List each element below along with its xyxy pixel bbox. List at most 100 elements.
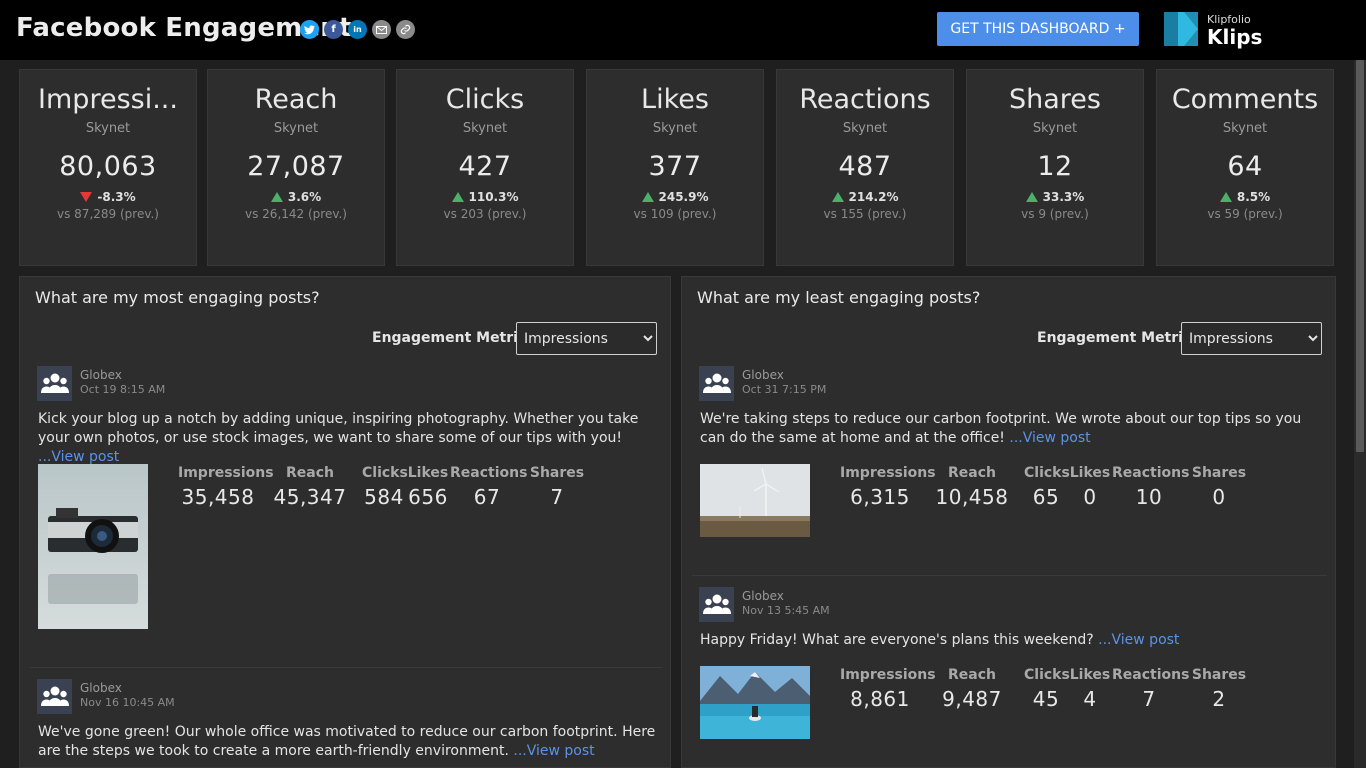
stat-label: Reactions xyxy=(1112,667,1190,683)
stat-value: 67 xyxy=(473,485,501,509)
post-stat: Reach 45,347 xyxy=(258,465,362,509)
post-author: Globex xyxy=(742,589,784,603)
group-avatar-icon xyxy=(702,373,731,393)
post-body: We're taking steps to reduce our carbon … xyxy=(700,411,1302,446)
post-stats: Impressions 6,315 Reach 10,458 Clicks 65 Likes… xyxy=(840,465,1252,509)
post-thumbnail[interactable] xyxy=(38,464,148,633)
kpi-change-value: -8.3% xyxy=(97,190,136,204)
stat-value: 0 xyxy=(1083,485,1097,509)
stat-value: 656 xyxy=(408,485,448,509)
engagement-metric-label: Engagement Metric: xyxy=(372,330,532,346)
avatar xyxy=(37,679,72,714)
post-text: We've gone green! Our whole office was m… xyxy=(38,723,658,761)
email-icon[interactable] xyxy=(372,20,391,39)
page-title: Facebook Engagement xyxy=(16,13,352,43)
stat-value: 45,347 xyxy=(273,485,347,509)
stat-value: 7 xyxy=(550,485,564,509)
kpi-previous: vs 87,289 (prev.) xyxy=(57,207,159,221)
klipfolio-logo[interactable]: Klipfolio Klips xyxy=(1164,12,1264,49)
post-body: We've gone green! Our whole office was m… xyxy=(38,724,656,759)
post-stats: Impressions 35,458 Reach 45,347 Clicks 584 Lik… xyxy=(178,465,590,509)
trend-down-icon xyxy=(80,192,93,202)
kpi-previous: vs 26,142 (prev.) xyxy=(245,207,347,221)
trend-up-icon xyxy=(1219,192,1232,202)
kpi-card: Impressi... Skynet 80,063 -8.3% vs 87,289 (p… xyxy=(19,69,197,266)
stat-value: 35,458 xyxy=(181,485,255,509)
kpi-value: 27,087 xyxy=(247,151,345,182)
header-bar: Facebook Engagement f in GET THIS DASHBO… xyxy=(0,0,1366,60)
stat-value: 45 xyxy=(1032,687,1060,711)
link-icon[interactable] xyxy=(396,20,415,39)
kpi-card: Shares Skynet 12 33.3% vs 9 (prev.) xyxy=(966,69,1144,266)
group-avatar-icon xyxy=(702,594,731,614)
kpi-value: 12 xyxy=(1037,151,1073,182)
post-author: Globex xyxy=(80,368,122,382)
logo-brand-text: Klipfolio xyxy=(1207,13,1251,26)
kpi-change-value: 8.5% xyxy=(1236,190,1271,204)
stat-label: Impressions xyxy=(178,465,274,481)
avatar xyxy=(37,366,72,401)
view-post-link[interactable]: ...View post xyxy=(1093,632,1180,648)
post-body: Kick your blog up a notch by adding uniq… xyxy=(38,411,639,446)
stat-value: 10 xyxy=(1135,485,1163,509)
engagement-metric-label: Engagement Metric: xyxy=(1037,330,1197,346)
windmill-photo-icon xyxy=(700,464,810,537)
kpi-title: Likes xyxy=(641,84,709,115)
post-stat: Impressions 6,315 xyxy=(840,465,936,509)
get-dashboard-button[interactable]: GET THIS DASHBOARD + xyxy=(937,12,1139,46)
post-text: Happy Friday! What are everyone's plans … xyxy=(700,631,1320,650)
kpi-change-value: 110.3% xyxy=(468,190,519,204)
kpi-source: Skynet xyxy=(1032,121,1078,136)
stat-label: Impressions xyxy=(840,667,936,683)
post-stat: Reactions 10 xyxy=(1112,465,1189,509)
post-thumbnail[interactable] xyxy=(700,464,810,541)
view-post-link[interactable]: ...View post xyxy=(38,449,120,465)
view-post-link[interactable]: ...View post xyxy=(1004,430,1091,446)
post-date: Oct 31 7:15 PM xyxy=(742,383,827,396)
kpi-previous: vs 155 (prev.) xyxy=(823,207,907,221)
stat-value: 584 xyxy=(364,485,404,509)
klips-logo-icon xyxy=(1164,12,1198,46)
post-stat: Impressions 8,861 xyxy=(840,667,936,711)
post-stat: Clicks 584 xyxy=(362,465,408,509)
lake-photo-icon xyxy=(700,666,810,739)
post-thumbnail[interactable] xyxy=(700,666,810,743)
kpi-value: 487 xyxy=(838,151,892,182)
post-stat: Reach 9,487 xyxy=(920,667,1024,711)
post-stat: Impressions 35,458 xyxy=(178,465,274,509)
engagement-metric-select[interactable]: Impressions xyxy=(1181,322,1322,355)
post-stat: Reactions 67 xyxy=(450,465,528,509)
post-text: Kick your blog up a notch by adding uniq… xyxy=(38,410,658,467)
trend-up-icon xyxy=(831,192,844,202)
kpi-source: Skynet xyxy=(652,121,698,136)
facebook-icon[interactable]: f xyxy=(324,20,343,39)
post-text: We're taking steps to reduce our carbon … xyxy=(700,410,1320,448)
kpi-change-value: 245.9% xyxy=(658,190,709,204)
kpi-value: 427 xyxy=(458,151,512,182)
kpi-card: Comments Skynet 64 8.5% vs 59 (prev.) xyxy=(1156,69,1334,266)
stat-value: 10,458 xyxy=(935,485,1009,509)
kpi-change: -8.3% xyxy=(20,190,196,204)
stat-value: 8,861 xyxy=(850,687,910,711)
engagement-metric-select[interactable]: Impressions xyxy=(516,322,657,355)
view-post-link[interactable]: ...View post xyxy=(508,743,595,759)
kpi-previous: vs 59 (prev.) xyxy=(1207,207,1283,221)
kpi-title: Clicks xyxy=(445,84,525,115)
kpi-change: 110.3% xyxy=(397,190,573,204)
trend-up-icon xyxy=(641,192,654,202)
kpi-title: Comments xyxy=(1171,84,1319,115)
post-stats: Impressions 8,861 Reach 9,487 Clicks 45 Likes 4… xyxy=(840,667,1252,711)
logo-product-text: Klips xyxy=(1207,25,1263,49)
kpi-change-value: 33.3% xyxy=(1042,190,1085,204)
post-stat: Shares 2 xyxy=(1186,667,1252,711)
stat-label: Reactions xyxy=(450,465,528,481)
twitter-icon[interactable] xyxy=(300,20,319,39)
post-date: Oct 19 8:15 AM xyxy=(80,383,166,396)
post-date: Nov 16 10:45 AM xyxy=(80,696,175,709)
page-scrollbar[interactable] xyxy=(1354,60,1366,768)
stat-label: Reach xyxy=(948,465,996,481)
linkedin-icon[interactable]: in xyxy=(348,20,367,39)
scrollbar-thumb[interactable] xyxy=(1356,60,1364,452)
post-stat: Likes 0 xyxy=(1068,465,1112,509)
